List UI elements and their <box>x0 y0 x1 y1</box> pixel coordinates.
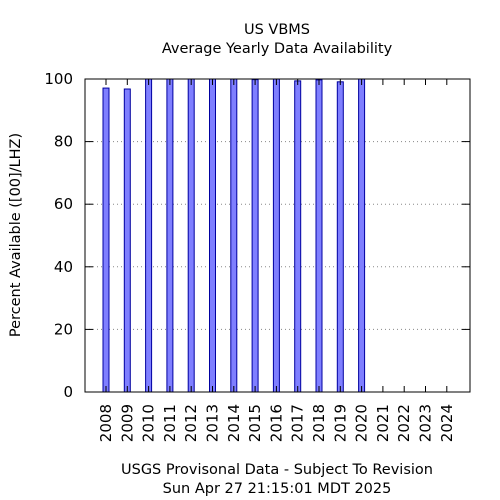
bar-2008 <box>102 87 110 393</box>
x-tick-label: 2018 <box>310 404 328 442</box>
x-tick-label: 2024 <box>438 404 456 442</box>
bar-2013 <box>209 78 216 393</box>
bar-2020 <box>358 78 366 393</box>
bar-2017 <box>294 80 302 393</box>
bar-2019 <box>336 81 344 393</box>
chart-title: US VBMS <box>244 22 310 38</box>
footer-disclaimer: USGS Provisonal Data - Subject To Revisi… <box>121 462 433 478</box>
y-tick-label: 100 <box>44 70 73 88</box>
x-tick-label: 2015 <box>246 404 264 442</box>
x-tick-label: 2012 <box>182 404 200 442</box>
y-tick-label: 40 <box>54 258 73 276</box>
bar-2012 <box>187 78 195 393</box>
x-tick-label: 2020 <box>353 404 371 442</box>
footer-timestamp: Sun Apr 27 21:15:01 MDT 2025 <box>163 481 392 497</box>
bars <box>102 78 366 393</box>
plot-frame <box>84 78 471 393</box>
chart-subtitle: Average Yearly Data Availability <box>162 41 393 57</box>
x-tick-label: 2008 <box>97 404 115 442</box>
bar-2011 <box>166 78 174 393</box>
y-tick-label: 20 <box>54 320 73 338</box>
x-tick-label: 2022 <box>395 404 413 442</box>
x-tick-label: 2009 <box>118 404 136 442</box>
x-tick-label: 2019 <box>331 404 349 442</box>
y-tick-label: 0 <box>63 383 73 401</box>
x-tick-label: 2021 <box>374 404 392 442</box>
x-tick-label: 2014 <box>225 404 243 442</box>
bar-2015 <box>251 79 259 393</box>
y-tick-label: 60 <box>54 195 73 213</box>
bar-2010 <box>145 78 153 393</box>
bar-2018 <box>315 79 323 393</box>
y-axis-label: Percent Available ([00]/LHZ) <box>8 133 24 337</box>
bar-2009 <box>123 88 131 393</box>
x-tick-label: 2017 <box>289 404 307 442</box>
x-tick-label: 2013 <box>204 404 222 442</box>
x-tick-label: 2023 <box>417 404 435 442</box>
y-tick-label: 80 <box>54 133 73 151</box>
bar-2014 <box>230 78 238 393</box>
bar-2016 <box>272 78 280 393</box>
x-tick-label: 2010 <box>140 404 158 442</box>
x-axis-ticks: 2008 2009 2010 2011 2012 2013 2014 2015 2016 2017… <box>97 79 456 442</box>
x-tick-label: 2016 <box>267 404 285 442</box>
x-tick-label: 2011 <box>161 404 179 442</box>
